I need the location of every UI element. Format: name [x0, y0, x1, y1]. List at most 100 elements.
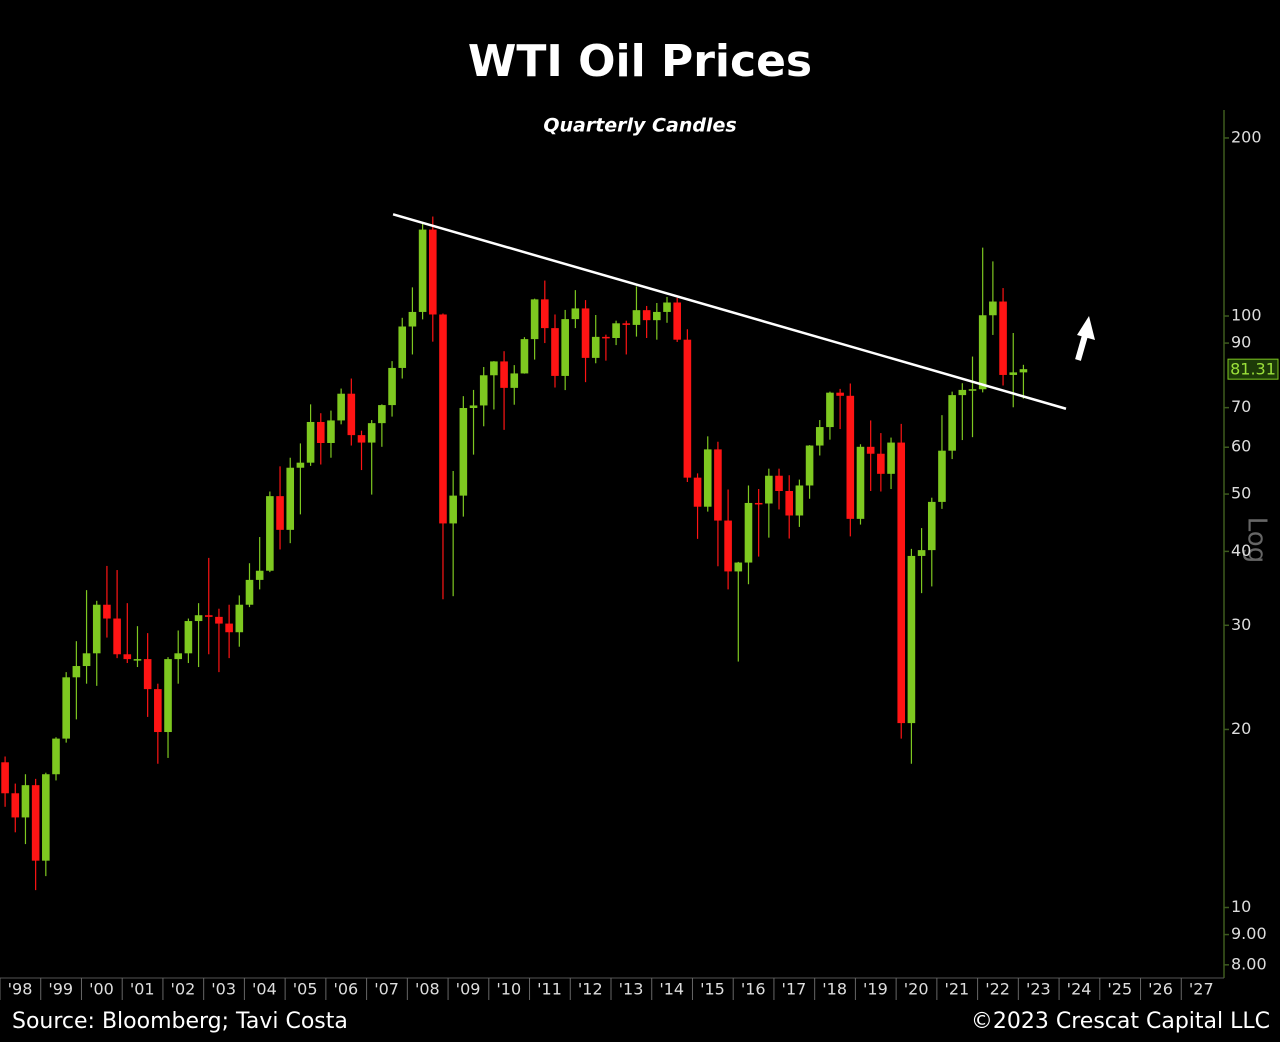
candle-body	[907, 555, 916, 724]
x-tick-label: '27	[1189, 980, 1214, 999]
x-tick-label: '25	[1107, 980, 1132, 999]
candle-body	[846, 395, 855, 519]
candle-body	[194, 615, 203, 622]
candle-body	[632, 310, 641, 325]
candle-body	[418, 229, 427, 312]
candle-body	[408, 311, 417, 327]
candle-body	[490, 361, 498, 376]
copyright: ©2023 Crescat Capital LLC	[971, 1009, 1270, 1034]
y-tick-label: 8.00	[1231, 954, 1267, 973]
candle-body	[164, 659, 172, 733]
candle-body	[11, 793, 20, 818]
y-tick-label: 50	[1231, 484, 1251, 503]
candle-body	[948, 395, 956, 451]
y-tick-label: 200	[1231, 127, 1262, 146]
candle-body	[958, 389, 967, 396]
candle-body	[795, 485, 804, 516]
x-tick-label: '16	[741, 980, 766, 999]
x-tick-label: '06	[333, 980, 358, 999]
candle-body	[469, 405, 478, 409]
chart-title: WTI Oil Prices	[468, 36, 812, 87]
candle-body	[999, 301, 1007, 375]
candle-body	[653, 311, 661, 321]
candle-body	[388, 367, 396, 406]
candle-body	[815, 427, 824, 446]
x-tick-label: '14	[659, 980, 684, 999]
candle-body	[123, 654, 132, 660]
candle-body	[561, 319, 569, 376]
candle-body	[235, 604, 244, 633]
last-price-box	[1227, 358, 1279, 380]
x-tick-label: '21	[944, 980, 969, 999]
x-tick-label: '00	[89, 980, 114, 999]
candle-body	[286, 467, 295, 530]
candle-body	[52, 738, 60, 775]
x-tick-label: '07	[374, 980, 399, 999]
y-tick-label: 9.00	[1231, 924, 1267, 943]
candle-body	[581, 308, 590, 358]
candle-body	[612, 323, 620, 338]
candle-body	[82, 653, 91, 667]
candle-body	[663, 302, 671, 312]
candle-body	[174, 653, 183, 660]
x-tick-label: '08	[415, 980, 440, 999]
x-tick-label: '13	[619, 980, 644, 999]
candle-body	[479, 375, 488, 406]
candle-body	[714, 449, 722, 521]
candle-body	[42, 774, 50, 861]
candle-body	[510, 373, 519, 388]
candle-body	[276, 496, 284, 530]
candle-body	[938, 450, 946, 502]
candle-body	[31, 785, 40, 861]
y-axis-label: Log	[1242, 517, 1272, 563]
x-tick-label: '03	[211, 980, 236, 999]
candle-body	[642, 310, 651, 321]
candle-body	[306, 421, 315, 463]
candle-body	[72, 666, 81, 678]
y-tick-label: 40	[1231, 541, 1251, 560]
x-tick-label: '17	[782, 980, 807, 999]
candle-body	[459, 408, 468, 496]
x-tick-label: '02	[171, 980, 196, 999]
candle-body	[683, 339, 692, 478]
candle-body	[866, 446, 875, 454]
candle-body	[520, 339, 529, 374]
candle-body	[255, 570, 264, 580]
last-price-label: 81.31	[1230, 360, 1276, 379]
candle-body	[296, 462, 305, 468]
x-tick-label: '04	[252, 980, 277, 999]
candle-body	[245, 579, 254, 605]
x-tick-label: '24	[1067, 980, 1092, 999]
candle-body	[602, 336, 610, 339]
y-tick-label: 100	[1231, 306, 1262, 325]
candle-body	[541, 299, 549, 329]
candle-body	[693, 477, 702, 507]
trend-line	[392, 213, 1067, 410]
y-tick-label: 10	[1231, 897, 1251, 916]
candle-body	[225, 623, 233, 633]
candle-body	[887, 442, 895, 474]
candle-body	[897, 442, 906, 724]
candle-body	[62, 677, 70, 739]
candle-body	[103, 604, 111, 619]
candle-body	[143, 659, 152, 690]
x-tick-label: '09	[456, 980, 481, 999]
candle-body	[754, 502, 763, 505]
candle-body	[724, 520, 732, 572]
x-tick-label: '19	[863, 980, 888, 999]
trend-arrow	[1075, 316, 1095, 361]
candle-body	[92, 604, 101, 654]
candle-body	[989, 301, 997, 316]
candle-body	[775, 475, 783, 492]
candle-body	[836, 392, 844, 396]
x-tick-label: '12	[578, 980, 603, 999]
candle-body	[367, 423, 376, 443]
candle-body	[917, 550, 926, 556]
candle-body	[184, 621, 193, 654]
candle-body	[765, 475, 773, 504]
x-tick-label: '23	[1026, 980, 1051, 999]
candle-body	[785, 491, 794, 516]
candle-body	[978, 315, 987, 390]
x-tick-label: '20	[904, 980, 929, 999]
